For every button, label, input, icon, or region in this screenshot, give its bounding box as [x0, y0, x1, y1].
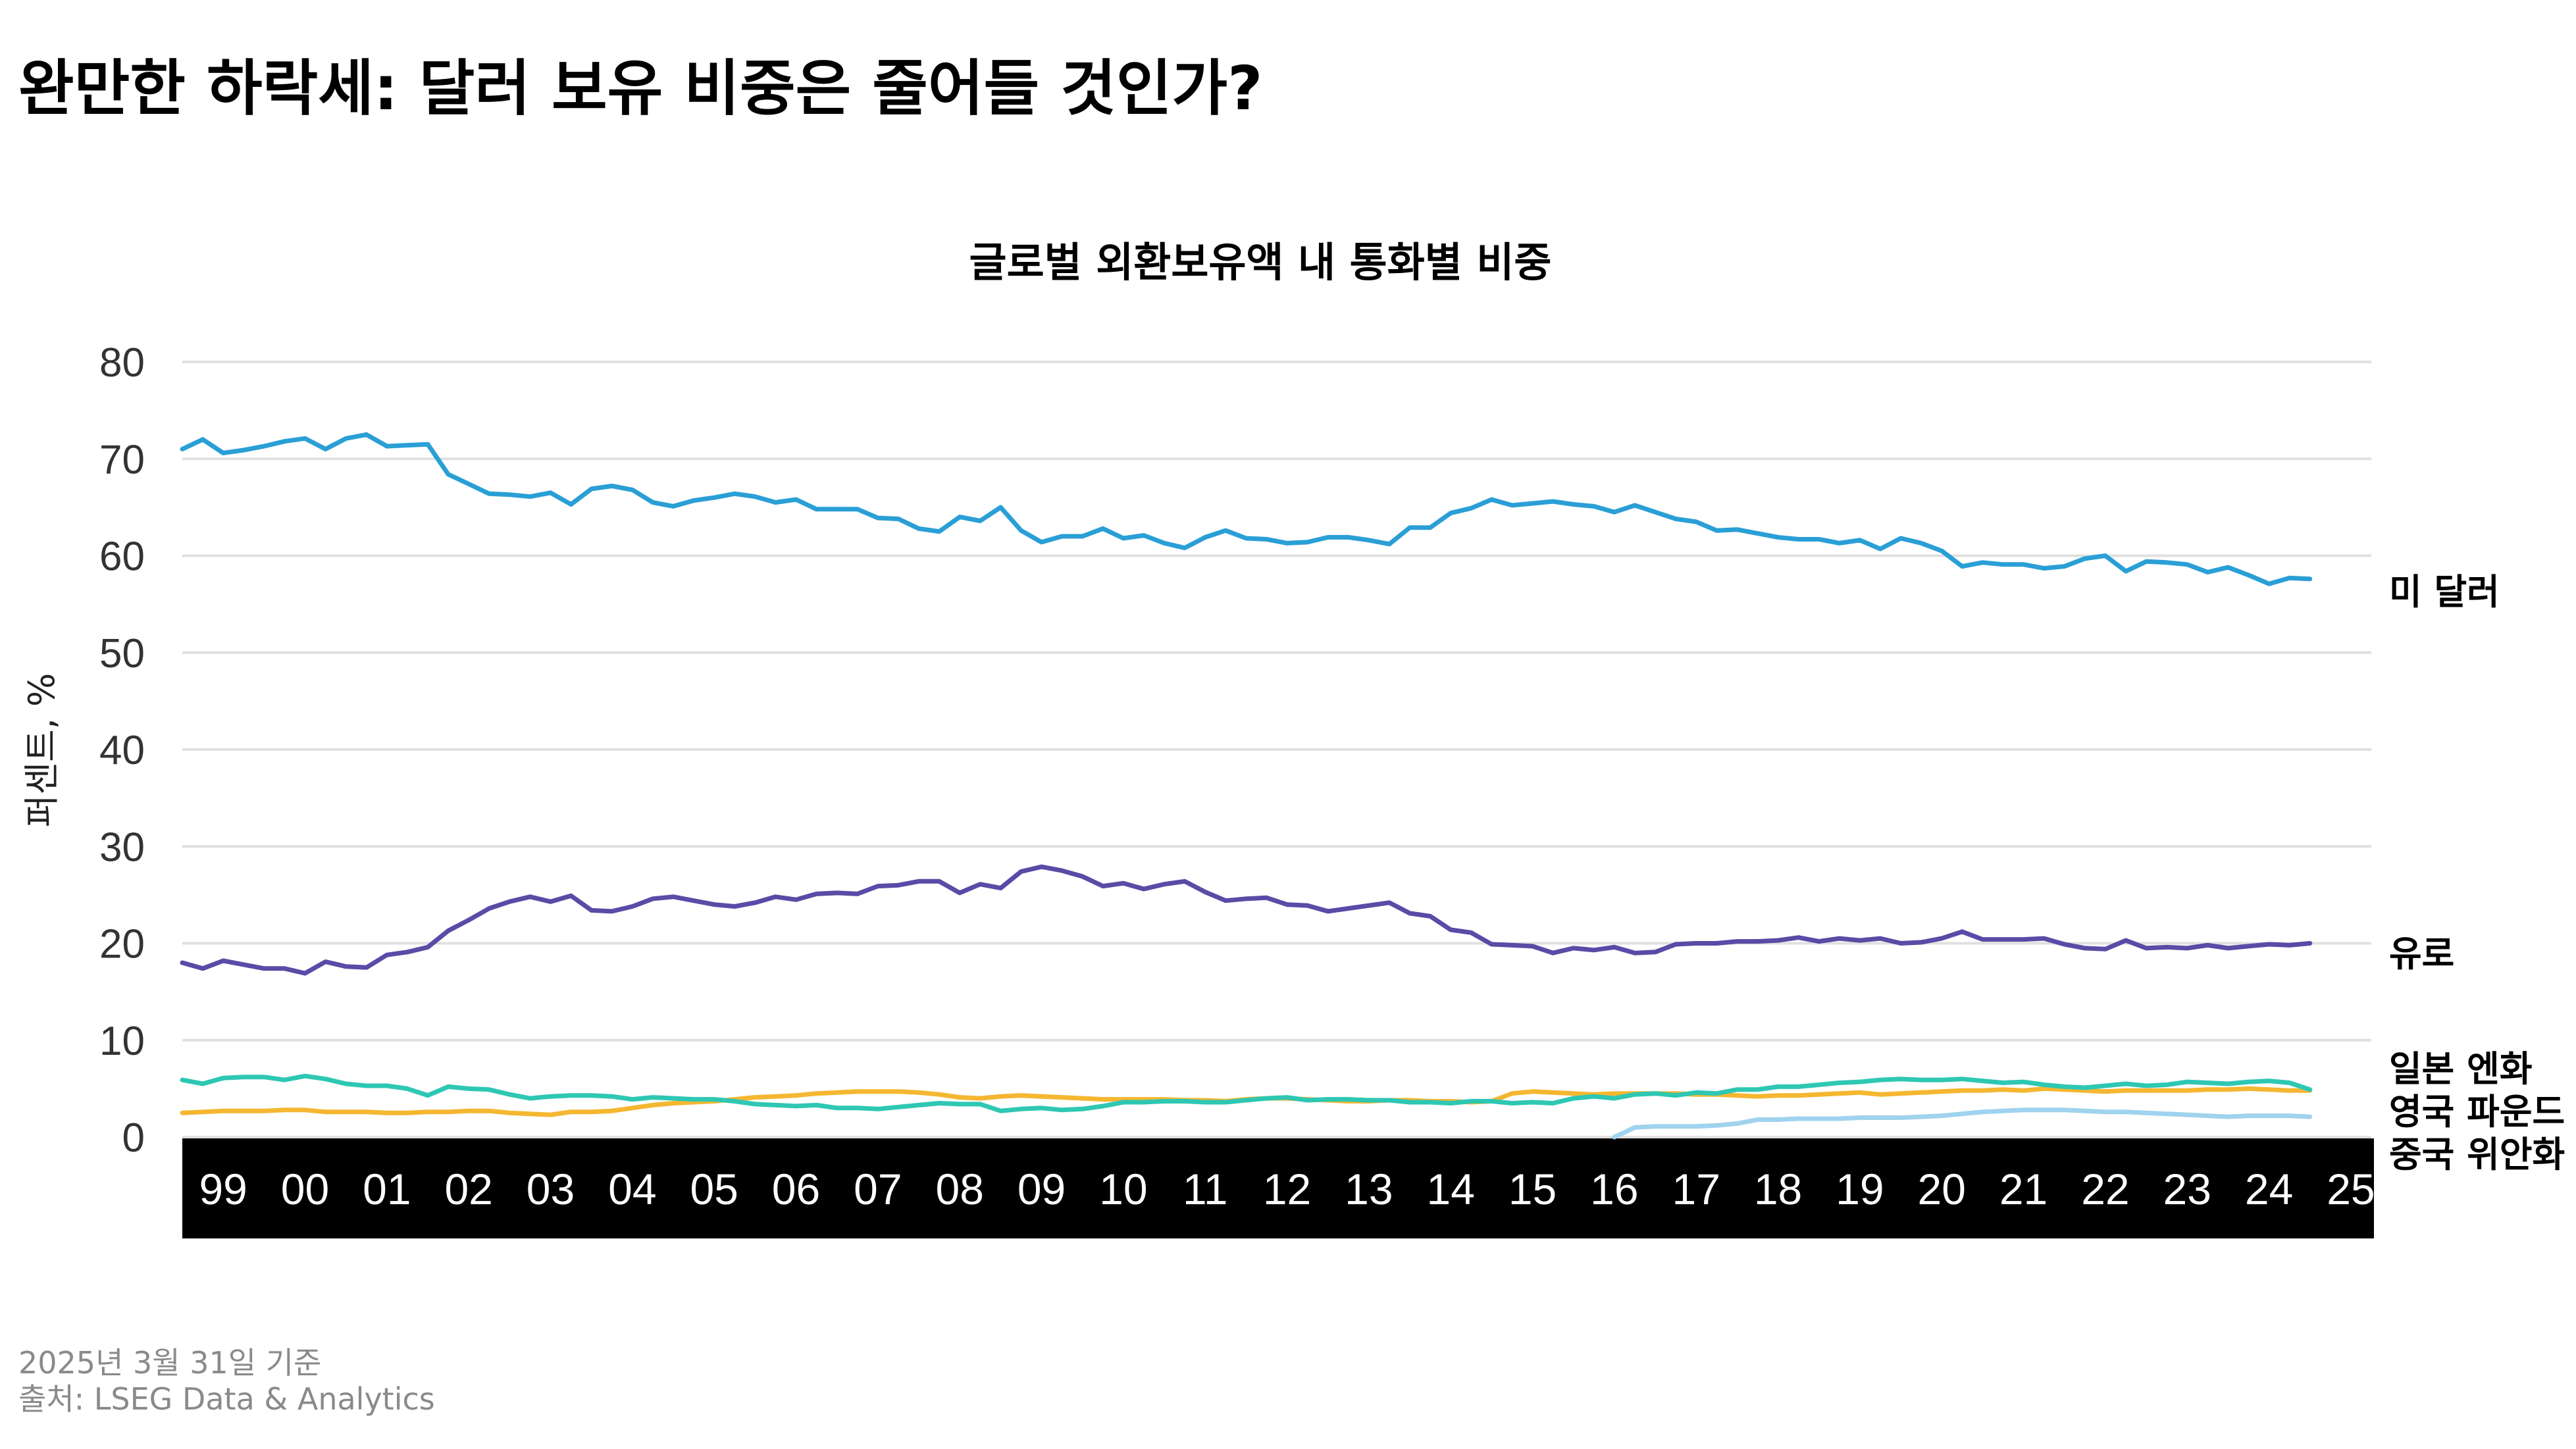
series-label-3: 영국 파운드 [2389, 1091, 2565, 1132]
series-line-0 [180, 432, 2313, 586]
x-tick-label: 16 [1590, 1165, 1638, 1213]
x-tick-label: 22 [2081, 1165, 2129, 1213]
y-tick-label: 0 [122, 1115, 145, 1161]
x-tick-label: 13 [1345, 1165, 1393, 1213]
y-axis-ticks: 0 10 20 30 40 50 60 70 80 [99, 340, 145, 1161]
series-line-2 [180, 1073, 2313, 1113]
series-label-0: 미 달러 [2389, 571, 2500, 613]
series-label-4: 중국 위안화 [2389, 1134, 2565, 1175]
x-tick-label: 19 [1836, 1165, 1884, 1213]
x-axis-ticks: 99 00 01 02 03 04 05 06 07 08 09 10 11 12 13 14 15 16 17 18… [199, 1165, 2375, 1213]
x-tick-label: 09 [1018, 1165, 1066, 1213]
x-tick-label: 23 [2163, 1165, 2211, 1213]
series-lines [180, 432, 2313, 1140]
x-tick-label: 01 [363, 1165, 411, 1213]
footer-note: 2025년 3월 31일 기준 [18, 1345, 322, 1381]
x-tick-label: 00 [281, 1165, 329, 1213]
x-tick-label: 11 [1183, 1165, 1228, 1213]
page-title: 완만한 하락세: 달러 보유 비중은 줄어들 것인가? [18, 53, 1263, 124]
x-axis-band [182, 1138, 2374, 1238]
x-tick-label: 12 [1263, 1165, 1311, 1213]
y-tick-label: 70 [99, 437, 145, 482]
y-tick-label: 60 [99, 534, 145, 580]
x-tick-label: 02 [444, 1165, 492, 1213]
x-tick-label: 99 [199, 1165, 247, 1213]
x-tick-label: 08 [935, 1165, 983, 1213]
y-axis-label: 퍼센트, % [21, 673, 63, 828]
y-tick-label: 10 [99, 1019, 145, 1064]
x-tick-label: 15 [1508, 1165, 1557, 1213]
y-tick-label: 50 [99, 631, 145, 676]
x-tick-label: 17 [1672, 1165, 1720, 1213]
y-tick-label: 30 [99, 825, 145, 870]
x-tick-label: 05 [690, 1165, 738, 1213]
series-label-2: 일본 엔화 [2389, 1048, 2533, 1090]
x-tick-label: 07 [854, 1165, 902, 1213]
x-tick-label: 03 [527, 1165, 575, 1213]
grid-lines [182, 361, 2371, 1138]
y-tick-label: 40 [99, 728, 145, 773]
series-line-4 [1612, 1107, 2313, 1140]
x-tick-label: 18 [1754, 1165, 1802, 1213]
series-label-1: 유로 [2389, 933, 2454, 975]
series-line-1 [180, 864, 2313, 976]
y-tick-label: 80 [99, 340, 145, 386]
x-tick-label: 10 [1099, 1165, 1147, 1213]
x-tick-label: 21 [1999, 1165, 2048, 1213]
footer-source: 출처: LSEG Data & Analytics [18, 1381, 435, 1417]
chart-title: 글로벌 외환보유액 내 통화별 비중 [969, 238, 1552, 286]
x-tick-label: 24 [2245, 1165, 2293, 1213]
y-tick-label: 20 [99, 922, 145, 967]
x-tick-label: 20 [1918, 1165, 1966, 1213]
x-tick-label: 14 [1427, 1165, 1475, 1213]
x-tick-label: 06 [772, 1165, 820, 1213]
x-tick-label: 04 [608, 1165, 656, 1213]
x-tick-label: 25 [2327, 1165, 2375, 1213]
